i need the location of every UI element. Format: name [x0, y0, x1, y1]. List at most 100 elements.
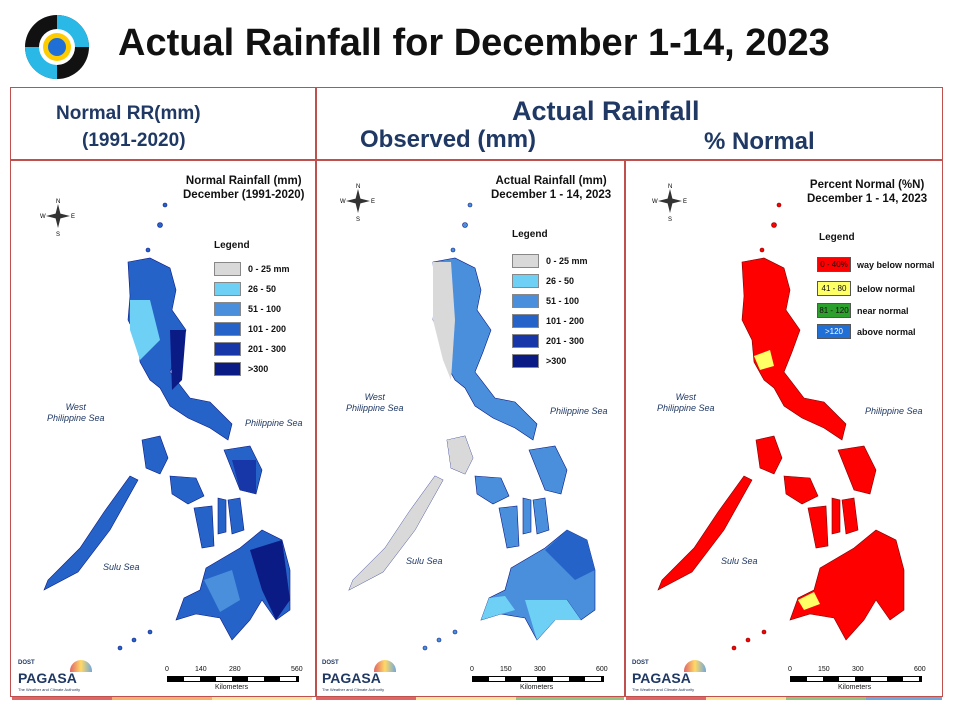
scale-bar-graphic — [790, 676, 922, 682]
legend-label: 51 - 100 — [546, 295, 580, 306]
compass-w: W — [652, 199, 658, 205]
sea-label-sulu: Sulu Sea — [406, 556, 443, 566]
scale-tick: 600 — [596, 666, 608, 673]
legend-item: 101 - 200 — [512, 313, 584, 328]
divider-vertical-1 — [315, 87, 317, 697]
legend-item: 0 - 40% way below normal — [817, 257, 935, 272]
scale-tick: 0 — [470, 666, 474, 673]
scale-bar-graphic — [472, 676, 604, 682]
compass-rose-icon: N S W E — [652, 183, 688, 223]
legend-item: 0 - 25 mm — [512, 253, 588, 268]
umbrella-icon — [684, 660, 706, 672]
legend-swatch — [214, 261, 241, 276]
map-actual-rainfall — [348, 202, 596, 651]
scale-tick: 0 — [165, 666, 169, 673]
compass-rose-icon: N S W E — [40, 198, 76, 238]
divider-horizontal — [10, 159, 943, 161]
footer-pagasa: PAGASA — [632, 670, 691, 686]
page-title: Actual Rainfall for December 1-14, 2023 — [118, 22, 830, 64]
legend-label: 0 - 25 mm — [248, 263, 290, 274]
map-title-actual: Actual Rainfall (mm) December 1 - 14, 20… — [491, 174, 611, 202]
legend-label: below normal — [857, 283, 916, 294]
compass-w: W — [340, 199, 346, 205]
compass-n: N — [668, 184, 672, 190]
legend-label: >300 — [546, 355, 567, 366]
sea-label-sulu: Sulu Sea — [721, 556, 758, 566]
compass-s: S — [668, 217, 672, 223]
color-strip — [12, 697, 112, 700]
legend-item: 0 - 25 mm — [214, 261, 290, 276]
legend-swatch — [214, 301, 241, 316]
map-title-line1: Normal Rainfall (mm) — [185, 175, 302, 187]
footer-tagline: The Weather and Climate Authority — [322, 687, 385, 692]
pagasa-footer-logo: DOST PAGASA The Weather and Climate Auth… — [632, 660, 712, 694]
map-title-line1: Actual Rainfall (mm) — [495, 175, 607, 187]
compass-w: W — [40, 214, 46, 220]
map-title-percent: Percent Normal (%N) December 1 - 14, 202… — [807, 178, 927, 206]
legend-item: 51 - 100 — [214, 301, 281, 316]
legend-swatch — [512, 333, 539, 348]
color-strip — [786, 697, 866, 700]
content-frame — [10, 87, 943, 697]
map-title-line2: December (1991-2020) — [183, 189, 305, 201]
legend-swatch: 81 - 120 — [817, 303, 851, 318]
pagasa-footer-logo: DOST PAGASA The Weather and Climate Auth… — [18, 660, 98, 694]
legend-label: 201 - 300 — [546, 335, 585, 346]
header-observed: Observed (mm) — [360, 126, 537, 153]
map-title-line2: December 1 - 14, 2023 — [491, 189, 612, 201]
legend-title: Legend — [512, 229, 548, 240]
legend-title: Legend — [819, 232, 855, 243]
map-title-normal: Normal Rainfall (mm) December (1991-2020… — [183, 174, 304, 202]
header-normal-rr: Normal RR(mm) — [56, 103, 201, 124]
legend-swatch: >120 — [817, 324, 851, 339]
scale-tick: 140 — [195, 666, 207, 673]
map-normal-rainfall — [43, 202, 291, 651]
legend-label: 26 - 50 — [546, 275, 575, 286]
legend-swatch — [214, 361, 241, 376]
legend-item: 41 - 80 below normal — [817, 281, 915, 296]
legend-item: 201 - 300 — [512, 333, 584, 348]
scale-tick: 300 — [852, 666, 864, 673]
color-strip — [212, 697, 312, 700]
legend-swatch: 41 - 80 — [817, 281, 851, 296]
header-normal-period: (1991-2020) — [82, 130, 186, 151]
legend-swatch — [214, 321, 241, 336]
sea-label-sulu: Sulu Sea — [103, 562, 140, 572]
color-strip — [626, 697, 706, 700]
scale-tick: 560 — [291, 666, 303, 673]
umbrella-icon — [70, 660, 92, 672]
legend-label: 51 - 100 — [248, 303, 282, 314]
legend-swatch — [512, 273, 539, 288]
sea-label-east: Philippine Sea — [865, 406, 923, 416]
legend-item: >300 — [214, 361, 268, 376]
compass-e: E — [71, 214, 75, 220]
scale-tick: 300 — [534, 666, 546, 673]
footer-dost: DOST — [632, 660, 649, 666]
map-panel-percent: Percent Normal (%N) December 1 - 14, 202… — [625, 160, 942, 696]
color-strip — [516, 697, 624, 700]
legend-label: 26 - 50 — [248, 283, 277, 294]
sea-label-west: West Philippine Sea — [657, 392, 715, 413]
scale-bar-graphic — [167, 676, 299, 682]
color-strip — [316, 697, 416, 700]
legend-item: 201 - 300 — [214, 341, 286, 356]
legend-swatch — [512, 353, 539, 368]
footer-tagline: The Weather and Climate Authority — [18, 687, 81, 692]
sea-label-west: West Philippine Sea — [346, 392, 404, 413]
legend-item: 26 - 50 — [512, 273, 574, 288]
compass-e: E — [371, 199, 375, 205]
legend-item: 81 - 120 near normal — [817, 303, 909, 318]
header-actual-rainfall: Actual Rainfall — [512, 96, 700, 126]
color-strip — [866, 697, 942, 700]
legend-label: >300 — [248, 363, 269, 374]
divider-vertical-2 — [624, 159, 626, 697]
footer-pagasa: PAGASA — [322, 670, 381, 686]
map-panel-normal: Normal Rainfall (mm) December (1991-2020… — [11, 160, 321, 696]
legend-swatch — [512, 293, 539, 308]
compass-s: S — [56, 232, 60, 238]
legend-title: Legend — [214, 240, 250, 251]
legend-label: 201 - 300 — [248, 343, 287, 354]
map-percent-normal — [657, 202, 905, 651]
footer-dost: DOST — [18, 660, 35, 666]
sea-label-east: Philippine Sea — [245, 418, 303, 428]
